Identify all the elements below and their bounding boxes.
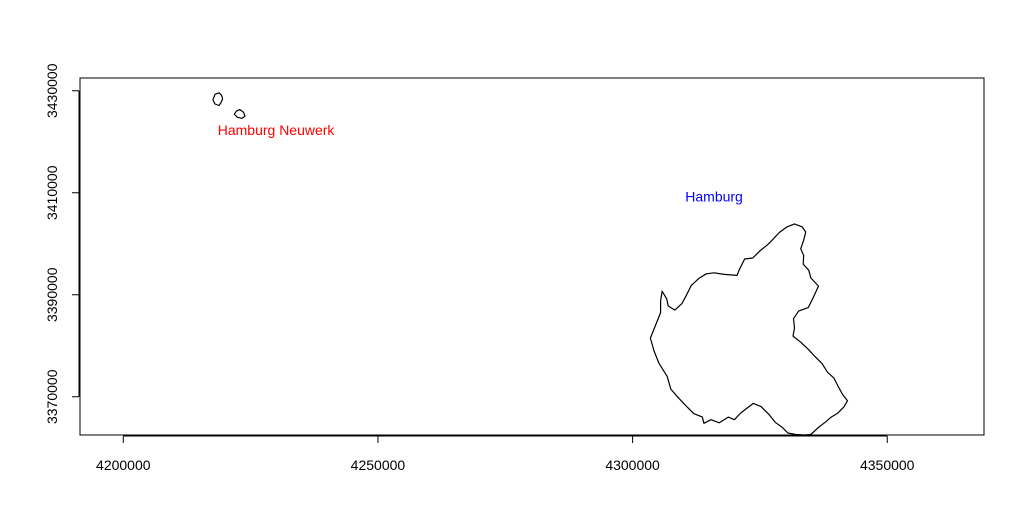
label-hamburg: Hamburg — [685, 188, 743, 204]
x-tick-label: 4300000 — [605, 457, 660, 473]
plot-frame — [79, 77, 985, 436]
boundary-hamburg-0 — [649, 223, 849, 436]
map-shapes — [212, 92, 849, 436]
y-tick-label: 3390000 — [44, 267, 60, 322]
y-tick-label: 3370000 — [44, 369, 60, 424]
y-tick-label: 3410000 — [44, 165, 60, 220]
boundary-hamburg-neuwerk-1 — [212, 92, 224, 107]
x-axis: 4200000 4250000 4300000 4350000 — [96, 435, 915, 473]
x-tick-label: 4200000 — [96, 457, 151, 473]
boundary-hamburg-neuwerk-2 — [233, 109, 246, 119]
x-tick-label: 4350000 — [860, 457, 915, 473]
y-tick-label: 3430000 — [44, 63, 60, 118]
label-hamburg-neuwerk: Hamburg Neuwerk — [218, 122, 336, 138]
x-tick-label: 4250000 — [351, 457, 406, 473]
y-axis: 3370000 3390000 3410000 3430000 — [44, 63, 80, 424]
map-labels: Hamburg Neuwerk Hamburg — [218, 122, 743, 204]
